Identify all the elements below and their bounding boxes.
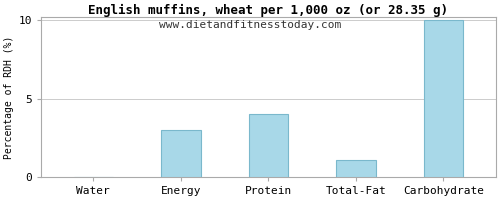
Text: www.dietandfitnesstoday.com: www.dietandfitnesstoday.com: [159, 20, 341, 30]
Bar: [424, 20, 463, 177]
Bar: [248, 114, 288, 177]
Bar: [161, 130, 200, 177]
Title: English muffins, wheat per 1,000 oz (or 28.35 g): English muffins, wheat per 1,000 oz (or …: [88, 4, 448, 17]
Y-axis label: Percentage of RDH (%): Percentage of RDH (%): [4, 35, 14, 159]
Bar: [336, 160, 376, 177]
